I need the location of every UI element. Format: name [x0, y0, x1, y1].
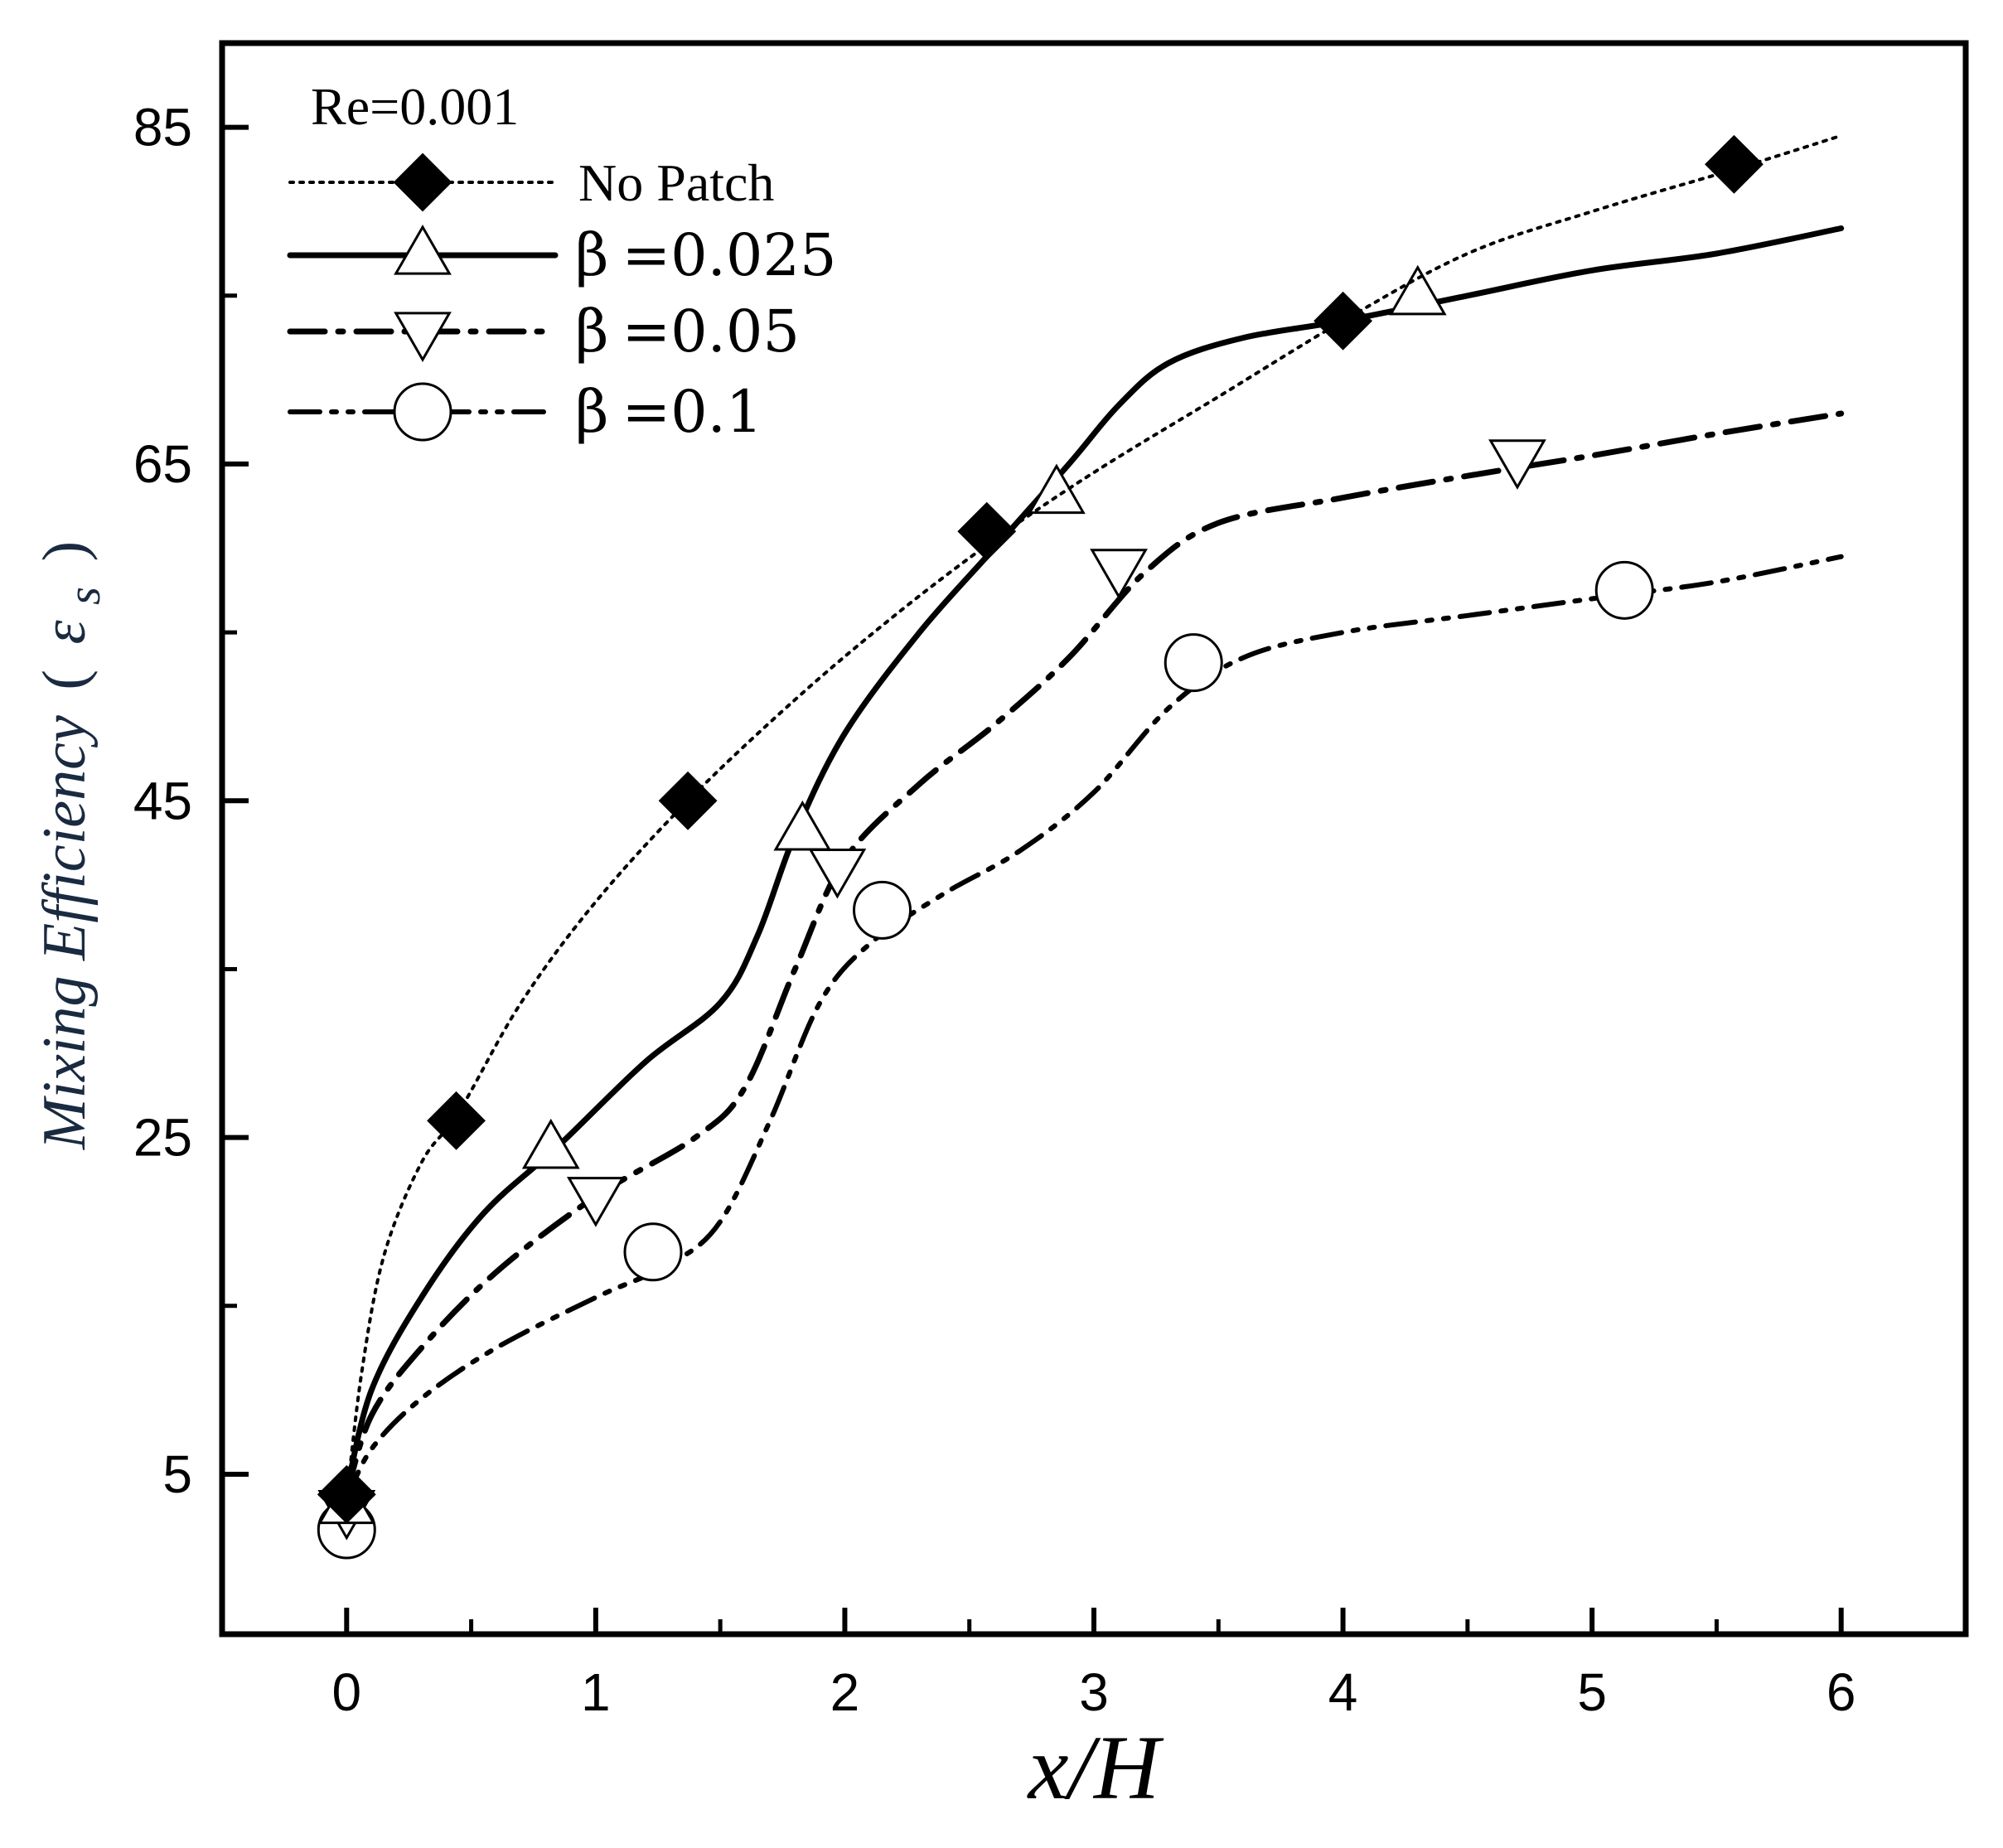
series-2-point-1 [566, 1177, 625, 1227]
series-line-0 [345, 133, 1843, 1502]
series-0-point-3 [957, 501, 1017, 561]
series-3-point-3 [1164, 633, 1223, 693]
series-2-point-4 [1488, 439, 1546, 490]
y-tick-label-2: 45 [133, 771, 192, 830]
legend-label-0: No Patch [578, 153, 774, 212]
series-0 [317, 133, 1843, 1524]
y-axis-title: Mixing Efficiency ( ε s ) [31, 541, 114, 1150]
y-axis-title-paren-open: ( [31, 670, 99, 690]
legend-entry-0: No Patch [288, 152, 774, 212]
series-3-point-2 [853, 880, 912, 940]
legend-entry-1: β =0.025 [287, 221, 837, 289]
legend-beta-2: β [575, 298, 608, 365]
series-3-point-4 [1594, 560, 1654, 620]
series-0-point-0 [317, 1464, 376, 1524]
legend-marker-3 [393, 382, 452, 442]
series-line-2 [343, 410, 1845, 1497]
series-2-point-3 [1090, 549, 1148, 599]
x-tick-label-5: 5 [1577, 1662, 1607, 1722]
series-0-point-1 [427, 1091, 486, 1150]
legend-value-2: =0.05 [622, 298, 800, 365]
series-1-point-2 [773, 800, 832, 851]
y-tick-label-1: 25 [133, 1108, 192, 1168]
y-tick-label-3: 65 [133, 434, 192, 494]
legend-marker-0 [393, 152, 452, 212]
y-tick-label-0: 5 [162, 1444, 192, 1504]
legend-label-1: β =0.025 [575, 221, 837, 289]
series-2-point-2 [808, 848, 867, 899]
legend-entry-3: β =0.1 [288, 378, 762, 446]
series-1-point-1 [521, 1118, 580, 1169]
legend-beta-3: β [575, 378, 608, 446]
legend-value-1: =0.025 [622, 221, 836, 289]
y-axis-title-paren-close: ) [31, 541, 99, 562]
x-tick-label-0: 0 [331, 1662, 361, 1722]
x-tick-label-3: 3 [1079, 1662, 1109, 1722]
legend-label-2: β =0.05 [575, 298, 800, 365]
series-0-point-5 [1705, 134, 1764, 194]
x-tick-label-6: 6 [1826, 1662, 1856, 1722]
series-line-1 [343, 225, 1845, 1494]
series-line-3 [344, 554, 1844, 1502]
y-axis-title-text: Mixing Efficiency [31, 715, 99, 1150]
series-3 [317, 554, 1844, 1560]
series-0-point-2 [658, 771, 718, 830]
legend-label-3: β =0.1 [575, 378, 762, 446]
x-axis-title: x/H [1027, 1717, 1164, 1818]
series-3-point-1 [623, 1222, 683, 1282]
x-tick-label-1: 1 [581, 1662, 611, 1722]
series-1-point-4 [1388, 264, 1447, 316]
x-tick-label-2: 2 [830, 1662, 860, 1722]
series-0-point-4 [1314, 291, 1372, 351]
y-axis-title-symbol: ε [31, 620, 99, 645]
annotation-re: Re=0.001 [311, 77, 519, 136]
legend-beta-1: β [575, 221, 608, 289]
legend-entry-2: β =0.05 [287, 298, 800, 365]
x-tick-label-4: 4 [1328, 1662, 1358, 1722]
series-layer [317, 133, 1845, 1560]
legend-marker-1 [394, 224, 452, 275]
legend-marker-2 [394, 312, 452, 363]
legend-value-3: =0.1 [622, 378, 762, 446]
y-axis-title-subscript: s [59, 587, 110, 605]
y-tick-label-4: 85 [133, 98, 192, 157]
